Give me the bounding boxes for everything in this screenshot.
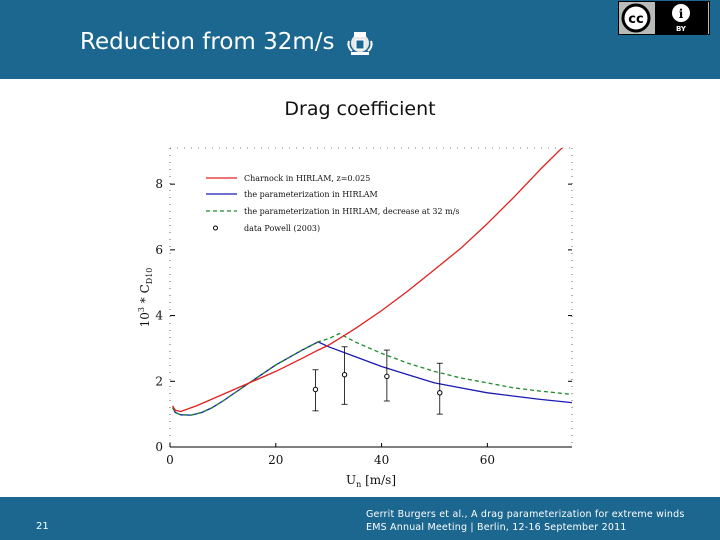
x-tick-label: 40 xyxy=(374,453,389,467)
x-tick-label: 60 xyxy=(480,453,495,467)
by-icon: i xyxy=(679,7,684,21)
x-axis-label: Un [m/s] xyxy=(346,473,396,489)
by-label: BY xyxy=(676,25,687,33)
powell-data-point xyxy=(384,373,390,380)
drag-coefficient-chart: 0 20 40 60 0 2 4 6 8 Un [m/s] 103 * CD10 Charnock i… xyxy=(137,147,573,489)
legend-marker xyxy=(213,225,218,231)
x-tick-label: 20 xyxy=(268,453,283,467)
parameterization-line xyxy=(172,341,572,416)
y-tick-label: 0 xyxy=(155,440,163,454)
legend-label: data Powell (2003) xyxy=(244,224,320,233)
cc-license-badge: cc i BY xyxy=(618,1,710,35)
x-tick-label: 0 xyxy=(166,453,174,467)
y-tick-label: 4 xyxy=(155,309,163,323)
powell-data-point xyxy=(341,372,348,378)
slide-number: 21 xyxy=(36,521,49,532)
footer-event: EMS Annual Meeting | Berlin, 12-16 Septe… xyxy=(366,522,627,533)
powell-data-point xyxy=(312,386,319,393)
y-axis-label: 103 * CD10 xyxy=(137,268,154,328)
legend-label: Charnock in HIRLAM, z=0.025 xyxy=(244,174,370,183)
legend-label: the parameterization in HIRLAM xyxy=(244,190,378,199)
slide-title: Reduction from 32m/s xyxy=(80,29,335,55)
y-tick-label: 6 xyxy=(155,243,163,257)
powell-data-point xyxy=(437,390,443,396)
cc-icon: cc xyxy=(628,12,643,27)
footer-citation: Gerrit Burgers et al., A drag parameteri… xyxy=(366,509,685,520)
charnock-line xyxy=(172,148,563,413)
y-tick-label: 2 xyxy=(155,374,163,388)
y-tick-label: 8 xyxy=(155,177,163,191)
footer-bar xyxy=(0,497,720,540)
parameterization-decrease-line xyxy=(172,332,572,416)
legend-label: the parameterization in HIRLAM, decrease… xyxy=(244,207,460,216)
chart-title: Drag coefficient xyxy=(284,98,436,120)
royal-crest-icon xyxy=(347,32,373,55)
